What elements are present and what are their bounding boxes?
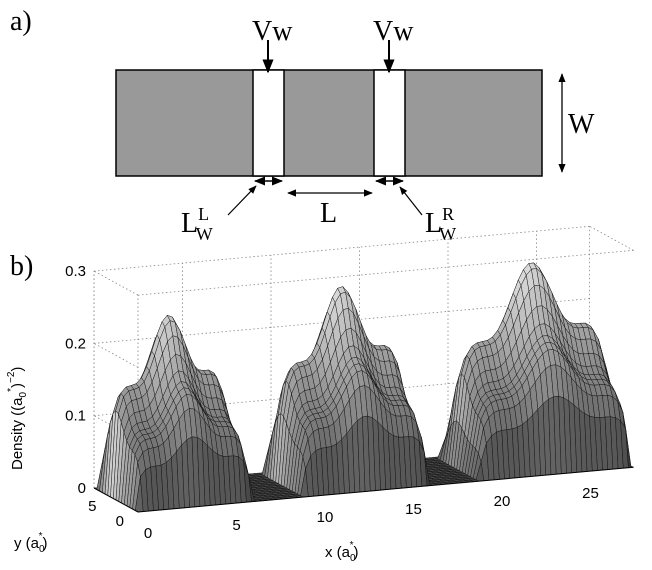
right-barrier <box>373 69 406 177</box>
gate-right-label: Vw <box>373 16 414 47</box>
quantum-wire <box>115 69 543 177</box>
z-tick-label: 0 <box>78 480 86 497</box>
barrier-right-label: LR W <box>425 204 456 244</box>
z-tick-label: 0.1 <box>65 408 86 425</box>
spacing-label: L <box>320 198 337 229</box>
x-tick-label: 0 <box>144 525 152 542</box>
y-axis-ticks: 05 <box>88 498 124 530</box>
y-axis-label: y (a0*) <box>14 531 47 555</box>
x-tick-label: 25 <box>582 485 599 502</box>
x-axis-label: x (a0*) <box>325 540 358 564</box>
x-tick-label: 20 <box>494 493 511 510</box>
x-axis-ticks: 0 5 10 15 20 25 <box>144 485 599 542</box>
plot-base-edges <box>93 466 634 513</box>
density-surface <box>93 262 635 513</box>
gate-left-label: Vw <box>252 16 293 47</box>
panel-b: b) 00.10.20.3 0 5 10 15 20 25 05 Density ((a0… <box>6 225 635 564</box>
panel-a: a) Vw Vw W LL W L LR W <box>10 6 595 244</box>
barrier-right-pointer <box>399 186 423 216</box>
barrier-left-label: LL W <box>181 204 213 244</box>
y-tick-label: 5 <box>88 498 96 515</box>
x-tick-label: 10 <box>317 509 334 526</box>
panel-b-label: b) <box>10 251 33 282</box>
x-tick-label: 5 <box>232 517 240 534</box>
z-tick-label: 0.3 <box>65 263 86 280</box>
y-tick-label: 0 <box>116 513 124 530</box>
left-barrier <box>252 69 285 177</box>
z-axis-ticks: 0 0.1 0.2 0.3 <box>65 263 86 497</box>
z-tick-label: 0.2 <box>65 335 86 352</box>
z-axis-label: Density ((a0*)−2) <box>6 367 29 470</box>
width-label: W <box>568 109 595 140</box>
barrier-left-pointer <box>227 185 257 216</box>
x-tick-label: 15 <box>405 501 422 518</box>
panel-a-label: a) <box>10 6 32 37</box>
